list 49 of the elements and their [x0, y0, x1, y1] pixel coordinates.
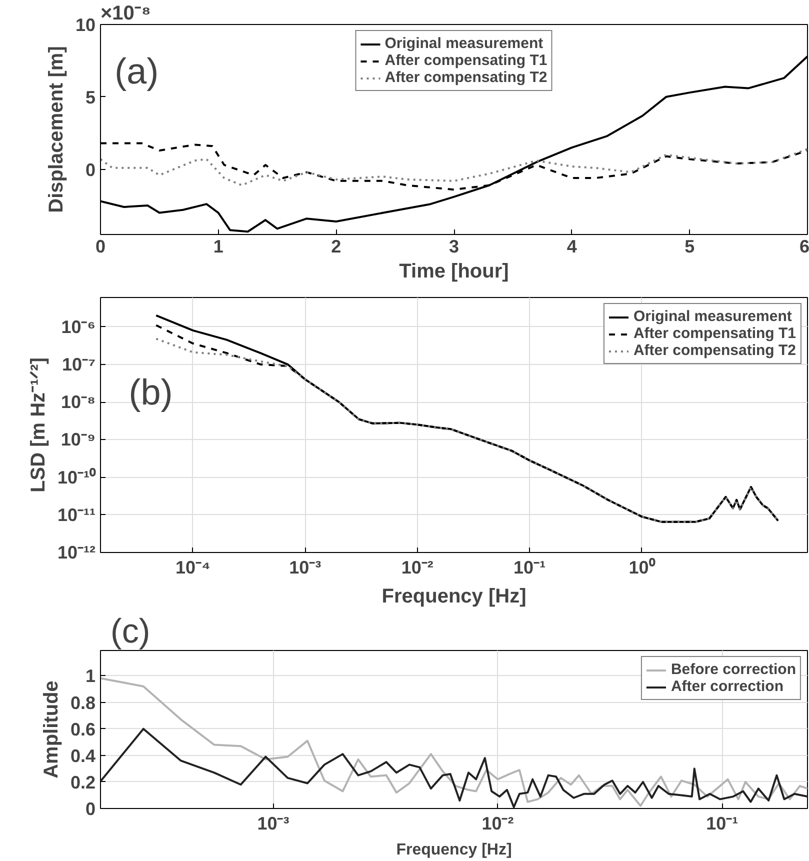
- y-tick-label: 0: [85, 799, 96, 819]
- legend-label: After compensating T1: [633, 325, 796, 342]
- y-tick-label: 0: [85, 160, 96, 180]
- legend-label: Before correction: [670, 661, 796, 678]
- x-tick-label: 10⁰: [628, 558, 656, 578]
- annotation: (c): [110, 612, 150, 650]
- legend-label: After compensating T2: [633, 342, 796, 359]
- x-axis-title: Frequency [Hz]: [396, 842, 512, 858]
- annotation: ×10⁻⁸: [100, 2, 151, 24]
- y-tick-label: 10⁻¹¹: [57, 504, 96, 525]
- y-tick-label: 10⁻⁹: [60, 430, 96, 450]
- x-tick-label: 10⁻¹: [706, 814, 738, 834]
- line-series: [100, 148, 808, 186]
- x-axis-title: Frequency [Hz]: [382, 586, 526, 608]
- x-tick-label: 4: [566, 236, 577, 256]
- legend-label: After compensating T2: [384, 69, 548, 86]
- legend-label: Original measurement: [384, 35, 544, 52]
- y-tick-label: 10⁻⁸: [60, 392, 96, 412]
- y-axis-title: Amplitude: [40, 680, 62, 778]
- x-tick-label: 1: [213, 236, 224, 256]
- y-axis-title: Displacement [m]: [45, 46, 68, 213]
- x-tick-label: 10⁻²: [482, 814, 514, 834]
- x-axis-title: Time [hour]: [399, 260, 509, 282]
- annotation: (a): [114, 50, 159, 92]
- legend-label: Original measurement: [633, 308, 792, 325]
- annotation: (b): [128, 371, 173, 412]
- y-axis-title: LSD [m Hz⁻¹ᐟ²]: [27, 358, 50, 492]
- legend-label: After correction: [670, 678, 784, 695]
- x-tick-label: 10⁻²: [401, 558, 434, 578]
- x-tick-label: 10⁻³: [257, 814, 290, 834]
- y-tick-label: 5: [85, 87, 96, 108]
- x-tick-label: 10⁻⁴: [175, 558, 210, 578]
- x-tick-label: 10⁻³: [289, 558, 322, 578]
- y-tick-label: 10⁻¹²: [57, 542, 96, 562]
- y-tick-label: 10⁻¹⁰: [57, 467, 96, 488]
- y-tick-label: 0.2: [70, 772, 96, 792]
- y-tick-label: 10⁻⁶: [61, 316, 96, 337]
- y-tick-label: 10⁻⁷: [62, 354, 96, 374]
- y-tick-label: 1: [85, 666, 96, 686]
- x-tick-label: 6: [799, 236, 809, 256]
- x-tick-label: 10⁻¹: [514, 558, 546, 578]
- y-tick-label: 10: [75, 15, 96, 35]
- x-tick-label: 3: [448, 236, 460, 256]
- legend-label: After compensating T1: [384, 52, 548, 69]
- x-tick-label: 2: [331, 236, 342, 256]
- y-tick-label: 0.6: [70, 719, 96, 740]
- y-tick-label: 0.8: [70, 692, 96, 713]
- y-tick-label: 0.4: [70, 746, 96, 766]
- x-tick-label: 5: [684, 236, 695, 256]
